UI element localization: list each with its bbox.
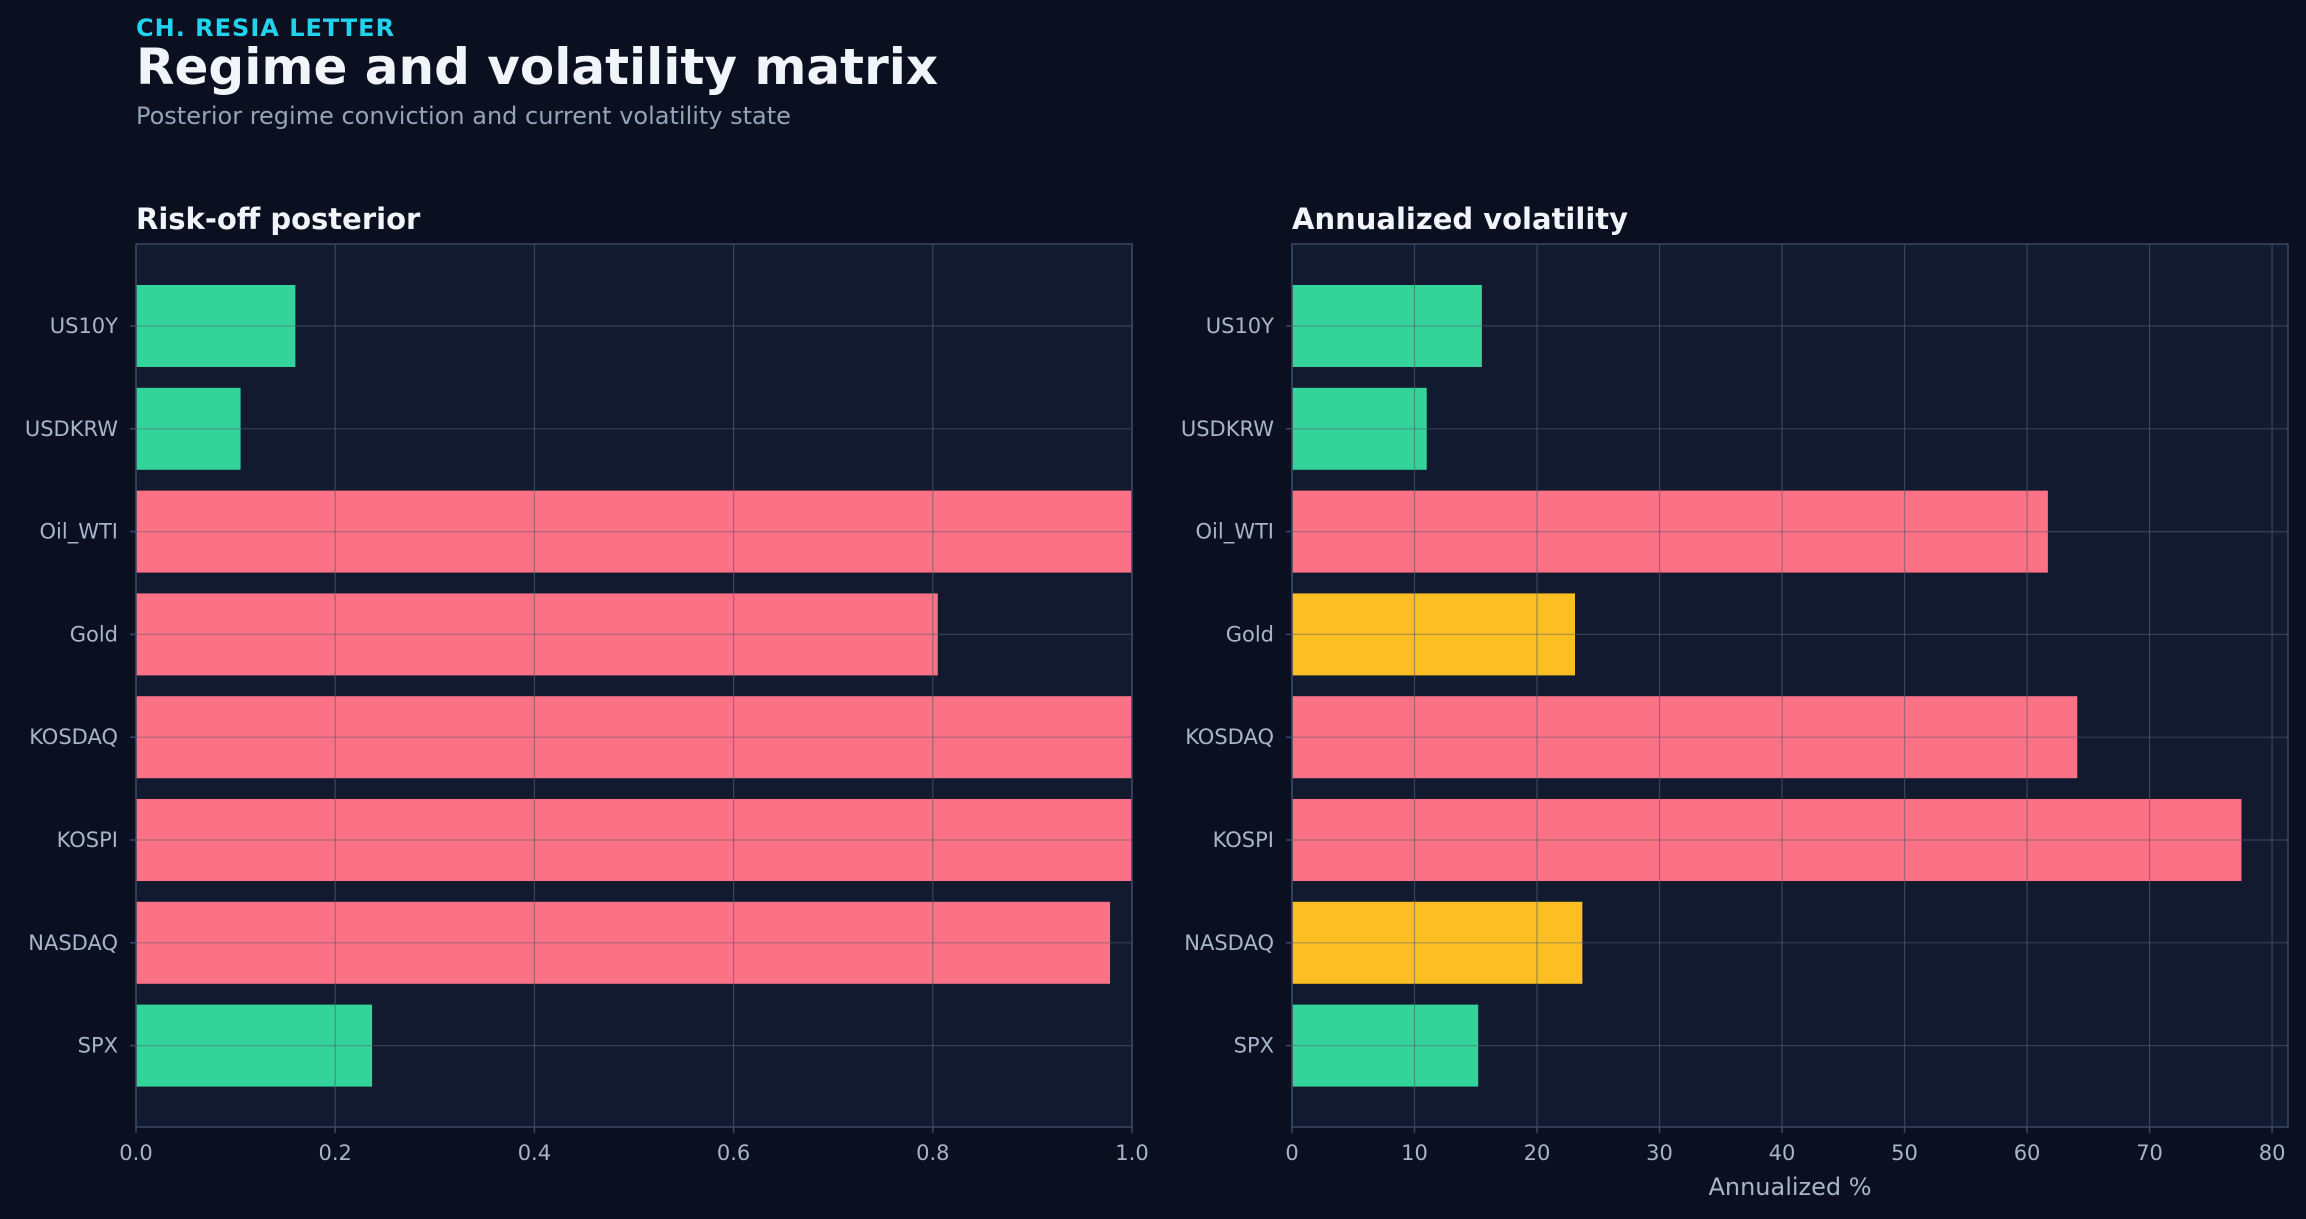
- left-bar-usdkrw: [136, 387, 241, 470]
- left-category-label: KOSPI: [57, 828, 118, 852]
- kicker: CH. RESIA LETTER: [136, 14, 396, 42]
- left-xtick-label: 0.4: [518, 1141, 551, 1165]
- left-plot-frame: [135, 243, 1133, 1128]
- left-category-label: NASDAQ: [28, 931, 118, 955]
- left-category-label: KOSDAQ: [29, 725, 118, 749]
- right-xtick-label: 80: [2259, 1141, 2286, 1165]
- left-bar-gold: [136, 593, 938, 676]
- right-bar-kospi: [1292, 799, 2242, 881]
- left-xtick-label: 0.0: [119, 1141, 152, 1165]
- right-bar-oil-wti: [1292, 490, 2048, 573]
- left-xtick-label: 0.6: [717, 1141, 750, 1165]
- right-bar-us10y: [1292, 285, 1482, 367]
- left-bar-us10y: [136, 285, 296, 367]
- left-category-label: USDKRW: [25, 417, 118, 441]
- left-bar-oil-wti: [136, 490, 1132, 573]
- left-xtick-label: 1.0: [1115, 1141, 1148, 1165]
- right-xtick-label: 50: [1891, 1141, 1918, 1165]
- left-category-label: Gold: [70, 622, 118, 646]
- left-xtick-label: 0.2: [318, 1141, 351, 1165]
- left-bar-spx: [136, 1004, 373, 1087]
- left-xtick-label: 0.8: [916, 1141, 949, 1165]
- right-category-label: KOSPI: [1213, 828, 1274, 852]
- left-plot-area: [136, 244, 1132, 1127]
- right-bar-gold: [1292, 593, 1575, 676]
- right-category-label: NASDAQ: [1184, 931, 1274, 955]
- right-xtick-label: 20: [1524, 1141, 1551, 1165]
- right-x-axis-label: Annualized %: [1708, 1173, 1871, 1201]
- right-bar-usdkrw: [1292, 387, 1427, 470]
- left-category-label: US10Y: [50, 314, 118, 338]
- right-category-label: SPX: [1234, 1034, 1274, 1058]
- right-category-label: US10Y: [1206, 314, 1274, 338]
- left-panel-title: Risk-off posterior: [136, 202, 421, 236]
- right-category-label: KOSDAQ: [1185, 725, 1274, 749]
- left-bar-kospi: [136, 799, 1132, 881]
- right-plot-frame: [1291, 243, 2289, 1128]
- right-panel-title: Annualized volatility: [1292, 202, 1629, 236]
- right-xtick-label: 70: [2136, 1141, 2163, 1165]
- right-xtick-label: 60: [2014, 1141, 2041, 1165]
- right-xtick-label: 30: [1646, 1141, 1673, 1165]
- right-xtick-label: 10: [1401, 1141, 1428, 1165]
- left-bar-kosdaq: [136, 696, 1132, 779]
- right-bar-kosdaq: [1292, 696, 2078, 779]
- left-bar-nasdaq: [136, 901, 1111, 984]
- right-xtick-label: 40: [1769, 1141, 1796, 1165]
- right-bar-spx: [1292, 1004, 1479, 1087]
- right-plot-area: [1292, 244, 2288, 1127]
- page-title: Regime and volatility matrix: [136, 38, 939, 96]
- left-category-label: Oil_WTI: [40, 520, 118, 545]
- right-category-label: Gold: [1226, 622, 1274, 646]
- right-xtick-label: 0: [1285, 1141, 1298, 1165]
- right-bar-nasdaq: [1292, 901, 1583, 984]
- right-category-label: Oil_WTI: [1196, 520, 1274, 545]
- left-category-label: SPX: [78, 1034, 118, 1058]
- right-category-label: USDKRW: [1181, 417, 1274, 441]
- page-subtitle: Posterior regime conviction and current …: [136, 102, 791, 130]
